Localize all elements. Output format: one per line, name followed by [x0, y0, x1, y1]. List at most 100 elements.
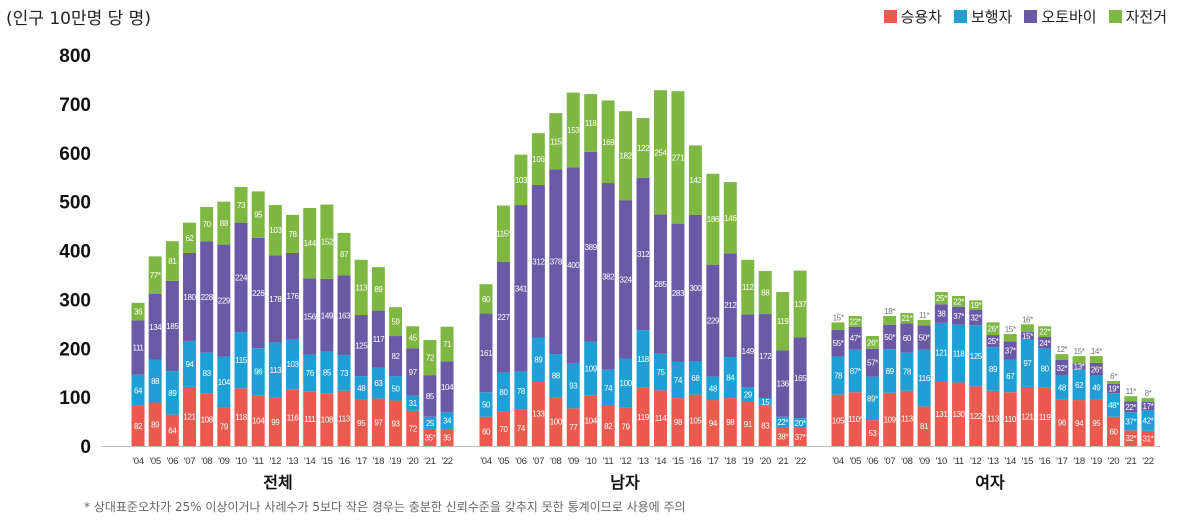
- unreliable-marker: *: [892, 307, 895, 316]
- data-label: 22*: [850, 317, 861, 326]
- bar-segment-motorcycle: [883, 324, 897, 350]
- data-label: 104: [218, 378, 231, 387]
- y-tick-label: 400: [59, 242, 91, 263]
- data-label: 62: [1075, 381, 1084, 390]
- unreliable-marker: *: [1099, 347, 1102, 356]
- x-tick-label: '17: [1056, 456, 1067, 467]
- x-tick-label: '22: [1142, 456, 1153, 467]
- bar-segment-bicycle: [183, 222, 197, 253]
- data-label: 112: [742, 283, 755, 292]
- data-label: 38*: [777, 433, 788, 442]
- bar-segment-motorcycle: [514, 205, 528, 372]
- x-tick-label: '15: [672, 456, 683, 467]
- data-label: 97: [409, 368, 418, 377]
- bar-segment-car: [389, 400, 403, 446]
- bar-segment-motorcycle: [986, 335, 1000, 348]
- data-label: 161: [480, 349, 493, 358]
- bar-segment-car: [848, 392, 862, 446]
- bar-segment-bicycle: [165, 241, 179, 281]
- bar-segment-pedestrian: [776, 416, 790, 428]
- data-label-value: 98: [674, 418, 683, 427]
- data-label: 16*: [1022, 315, 1033, 324]
- unreliable-marker: *: [926, 311, 929, 320]
- data-label-value: 105: [832, 416, 845, 425]
- data-label: 22*: [953, 297, 964, 306]
- bar-segment-car: [758, 405, 772, 446]
- data-label: 106: [532, 155, 545, 164]
- data-label-value: 82: [391, 352, 400, 361]
- data-label-value: 53: [868, 429, 877, 438]
- bar-segment-car: [654, 390, 667, 446]
- stacked-bar: 111 76 156 144: [303, 207, 317, 446]
- data-label-value: 88: [761, 289, 770, 298]
- data-label-value: 142: [689, 176, 702, 185]
- stacked-bar: 118 115 224 73: [234, 186, 248, 446]
- data-label-value: 50: [884, 333, 893, 342]
- x-tick-label: '06: [867, 456, 878, 467]
- data-label: 110: [1004, 415, 1017, 424]
- data-label-value: 324: [620, 275, 633, 284]
- bar-segment-car: [183, 386, 197, 446]
- x-tick-label: '09: [218, 456, 229, 467]
- data-label-value: 12: [1056, 345, 1065, 354]
- data-label: 34: [443, 417, 452, 426]
- data-label: 84: [726, 374, 735, 383]
- data-label: 227: [497, 313, 510, 322]
- data-label-value: 254: [654, 148, 667, 157]
- bar-segment-bicycle: [883, 315, 897, 325]
- stacked-bar: 83 15 172 88: [758, 271, 773, 446]
- data-label-value: 118: [953, 350, 966, 359]
- legend-swatch: [1108, 10, 1122, 23]
- bar-segment-motorcycle: [1089, 362, 1103, 376]
- bar-segment-pedestrian: [1072, 369, 1086, 401]
- bar-segment-motorcycle: [1072, 363, 1086, 370]
- stacked-bar: 89 88 134 77*: [148, 256, 163, 446]
- data-label: 229: [707, 317, 720, 326]
- data-label: 15*: [1022, 332, 1033, 341]
- bar-segment-bicycle: [758, 271, 772, 315]
- bar-segment-bicycle: [1020, 324, 1034, 333]
- data-label: 87: [340, 250, 349, 259]
- group-label: 전체: [263, 473, 292, 492]
- data-label: 38: [937, 310, 946, 319]
- data-label-value: 104: [441, 383, 454, 392]
- legend-item-pedestrian: 보행자: [953, 6, 1013, 27]
- bar-segment-bicycle: [1003, 334, 1017, 342]
- data-label-value: 35: [443, 433, 452, 442]
- data-label: 96: [254, 368, 263, 377]
- data-label: 118: [235, 413, 248, 422]
- data-label-value: 97: [409, 368, 418, 377]
- y-tick-label: 500: [59, 193, 91, 214]
- legend-label: 보행자: [970, 8, 1013, 26]
- data-label: 11*: [1126, 387, 1137, 396]
- bar-segment-car: [268, 397, 282, 446]
- data-label-value: 25: [426, 419, 435, 428]
- bar-group: 605016160'047080227115*'057478341103'061…: [479, 90, 808, 492]
- stacked-bar: 79 104 229 88: [217, 201, 231, 446]
- stacked-bar: 100 88 378 115: [549, 113, 563, 447]
- data-label-value: 22: [777, 418, 786, 427]
- x-tick-label: '12: [620, 456, 631, 467]
- bar-segment-motorcycle: [440, 361, 454, 413]
- data-label: 115: [550, 137, 563, 146]
- bar-segment-bicycle: [986, 322, 1000, 336]
- stacked-bar: 98 74 283 271: [671, 91, 685, 446]
- bar-segment-car: [217, 407, 231, 446]
- data-label-value: 24: [1039, 339, 1048, 348]
- data-label: 180: [183, 293, 196, 302]
- data-label: 63: [374, 379, 383, 388]
- data-label-value: 165: [794, 374, 807, 383]
- data-label: 81: [920, 422, 929, 431]
- data-label: 48*: [1108, 401, 1119, 410]
- bar-segment-pedestrian: [741, 387, 755, 402]
- bar-segment-bicycle: [865, 336, 879, 349]
- bar-segment-pedestrian: [1141, 410, 1155, 431]
- data-label: 73: [237, 201, 246, 210]
- data-label: 176: [286, 292, 299, 301]
- x-tick-label: '15: [321, 456, 332, 467]
- bar-segment-bicycle: [251, 191, 265, 238]
- bar-segment-bicycle: [723, 182, 737, 254]
- stacked-bar: 104 109 389 118: [584, 94, 598, 446]
- data-label: 55*: [833, 339, 844, 348]
